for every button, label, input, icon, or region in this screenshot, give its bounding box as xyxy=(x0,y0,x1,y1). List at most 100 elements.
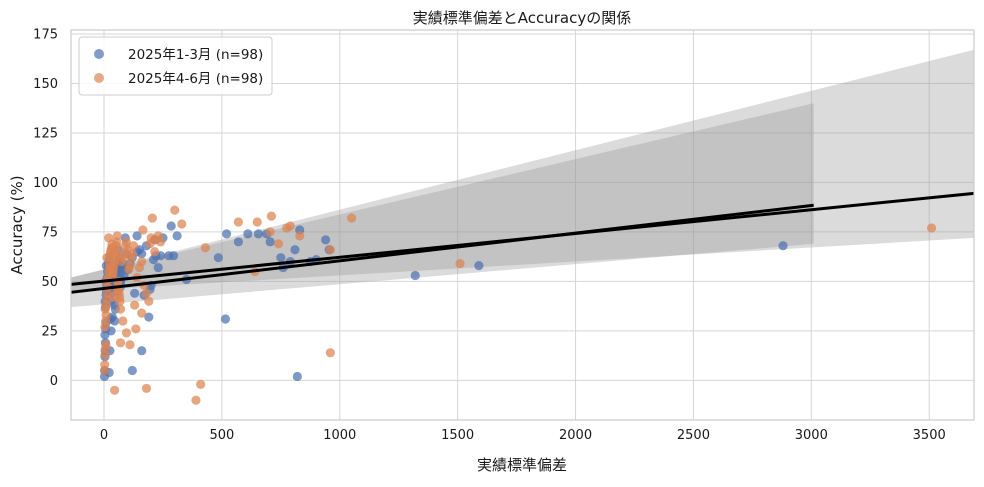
data-point xyxy=(115,296,125,306)
legend-marker-q1 xyxy=(94,49,104,59)
data-point xyxy=(276,253,286,263)
data-point xyxy=(130,288,140,298)
legend-marker-q2 xyxy=(94,73,104,83)
data-point xyxy=(292,371,302,382)
y-tick-label: 0 xyxy=(50,374,58,389)
y-tick-label: 25 xyxy=(41,324,58,339)
x-tick-label: 500 xyxy=(209,428,234,443)
regression-line-1 xyxy=(70,203,814,294)
data-point xyxy=(125,340,135,350)
trend-lines xyxy=(70,191,975,294)
data-point xyxy=(233,237,243,247)
x-tick-label: 2500 xyxy=(677,428,710,443)
data-point xyxy=(127,365,137,376)
grid-lines xyxy=(71,30,974,420)
data-point xyxy=(285,221,295,231)
chart-title: 実績標準偏差とAccuracyの関係 xyxy=(413,9,631,27)
data-point xyxy=(168,251,179,261)
data-point xyxy=(191,395,201,405)
y-axis-title: Accuracy (%) xyxy=(8,175,26,274)
data-point xyxy=(100,359,110,370)
data-point xyxy=(926,223,937,233)
data-point xyxy=(252,217,262,227)
data-point xyxy=(130,300,140,310)
data-point xyxy=(144,296,154,306)
y-tick-label: 150 xyxy=(33,77,58,92)
y-tick-label: 100 xyxy=(33,176,58,191)
data-point xyxy=(346,213,357,223)
data-point xyxy=(265,227,275,237)
data-point xyxy=(132,231,142,241)
legend-box xyxy=(78,36,273,96)
data-point xyxy=(101,340,111,350)
data-point xyxy=(455,259,465,269)
y-tick-label: 75 xyxy=(41,225,58,240)
legend-label-q2: 2025年4-6月 (n=98) xyxy=(128,71,263,87)
data-point xyxy=(265,237,275,247)
data-point xyxy=(110,316,120,326)
data-point xyxy=(131,324,141,334)
data-point xyxy=(144,312,154,322)
data-point xyxy=(121,328,132,338)
data-point xyxy=(172,231,182,241)
data-point xyxy=(243,229,253,239)
data-point xyxy=(778,241,788,251)
data-point xyxy=(150,247,160,257)
data-point xyxy=(137,257,147,267)
data-point xyxy=(155,237,166,247)
data-point xyxy=(112,286,122,296)
data-point xyxy=(110,385,120,395)
data-point xyxy=(220,314,231,324)
plot-frame xyxy=(70,29,975,421)
data-point xyxy=(325,348,335,358)
data-point xyxy=(121,237,132,247)
data-point xyxy=(147,213,157,223)
data-point xyxy=(112,231,122,241)
data-point xyxy=(115,304,126,314)
regression-line-2 xyxy=(70,191,975,286)
data-point xyxy=(213,253,223,263)
data-point xyxy=(115,338,126,348)
x-axis-title: 実績標準偏差 xyxy=(477,456,567,474)
data-point xyxy=(166,221,176,231)
data-point xyxy=(127,249,137,259)
x-tick-label: 2000 xyxy=(559,428,592,443)
confidence-band-1 xyxy=(71,103,814,308)
data-point xyxy=(410,270,420,281)
data-point xyxy=(233,217,243,227)
data-point xyxy=(196,379,206,389)
data-point xyxy=(295,231,305,241)
data-point xyxy=(137,308,147,318)
data-point xyxy=(137,346,147,356)
data-point xyxy=(222,229,232,239)
axis-ticks: 0 500 1000 1500 2000 2500 3000 3500 0 25 50 75 100 12… xyxy=(33,27,946,443)
data-point xyxy=(118,316,128,326)
data-point xyxy=(128,241,139,251)
data-point xyxy=(141,383,152,393)
x-tick-label: 1500 xyxy=(441,428,474,443)
data-point xyxy=(138,225,148,235)
data-point xyxy=(200,243,210,253)
legend: 2025年1-3月 (n=98) 2025年4-6月 (n=98) xyxy=(78,36,273,96)
data-point xyxy=(104,233,114,243)
data-point xyxy=(125,260,135,271)
data-point xyxy=(153,262,163,273)
x-tick-label: 1000 xyxy=(323,428,356,443)
x-tick-label: 3000 xyxy=(795,428,828,443)
data-point xyxy=(474,260,484,271)
data-point xyxy=(290,245,300,255)
data-point xyxy=(253,229,264,239)
data-point xyxy=(321,235,331,245)
y-tick-label: 175 xyxy=(33,27,58,42)
x-tick-label: 0 xyxy=(100,428,108,443)
y-tick-label: 50 xyxy=(41,275,58,290)
data-point xyxy=(141,288,152,298)
data-points xyxy=(99,205,937,405)
data-point xyxy=(273,239,284,249)
legend-label-q1: 2025年1-3月 (n=98) xyxy=(128,47,263,63)
x-tick-label: 3500 xyxy=(913,428,946,443)
data-point xyxy=(325,245,335,255)
data-point xyxy=(170,205,180,215)
